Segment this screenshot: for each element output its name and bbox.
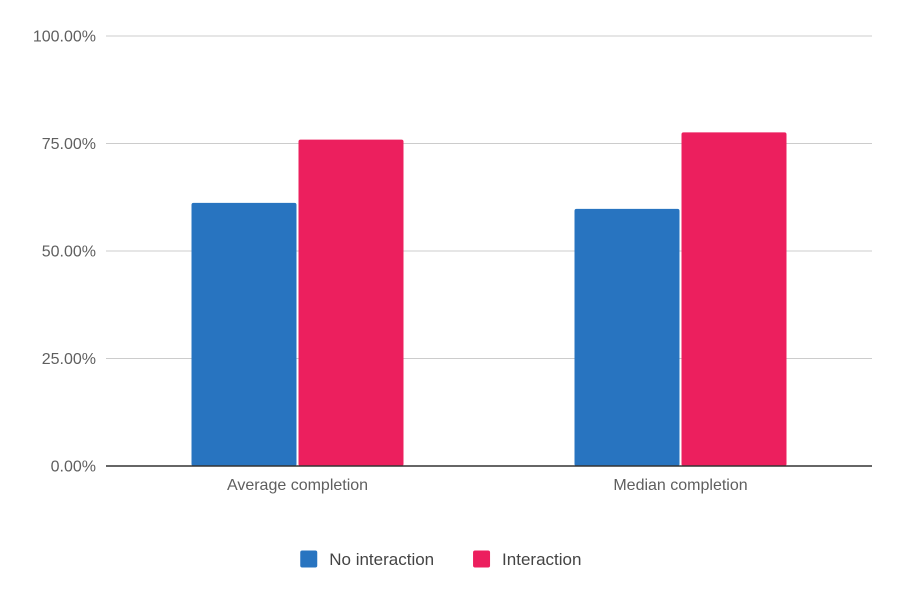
y-tick-label: 100.00% <box>33 29 96 46</box>
bar-interaction <box>681 132 787 466</box>
legend-label: Interaction <box>502 550 581 569</box>
bars <box>191 132 787 467</box>
y-tick-label: 0.00% <box>51 459 96 476</box>
bar-no-interaction <box>574 208 680 467</box>
x-axis-labels: Average completion Median completion <box>227 477 748 494</box>
legend-swatch <box>473 550 491 568</box>
legend: No interaction Interaction <box>300 550 581 569</box>
legend-swatch <box>300 550 318 568</box>
y-axis-ticks: 0.00% 25.00% 50.00% 75.00% 100.00% <box>33 29 96 476</box>
bar-no-interaction <box>191 202 297 466</box>
y-tick-label: 25.00% <box>42 351 96 368</box>
x-tick-label: Average completion <box>227 477 368 494</box>
legend-label: No interaction <box>329 550 434 569</box>
bar-interaction <box>298 139 404 466</box>
x-tick-label: Median completion <box>613 477 747 494</box>
y-tick-label: 50.00% <box>42 244 96 261</box>
y-tick-label: 75.00% <box>42 136 96 153</box>
